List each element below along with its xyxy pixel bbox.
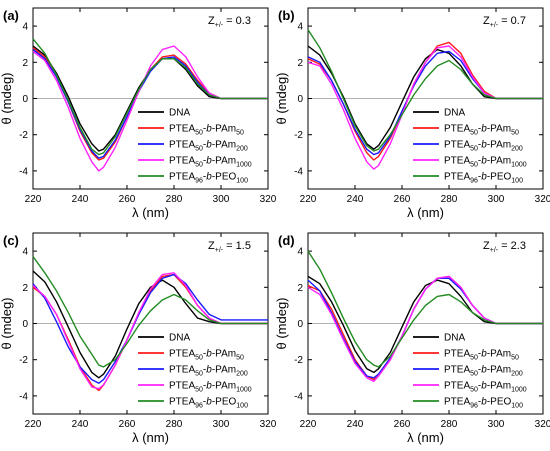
charge-ratio-label: Z+/- = 1.5	[208, 240, 251, 254]
y-tick-label: 4	[22, 22, 28, 33]
y-tick-label: -4	[294, 166, 303, 177]
legend-label: DNA	[444, 333, 465, 344]
legend-label: PTEA96-b-PEO100	[444, 172, 523, 185]
legend-label: PTEA50-b-PAm200	[444, 365, 523, 378]
legend-label: PTEA50-b-PAm1000	[444, 381, 527, 394]
chart-panel-b: 220 240 260 280 300 320 -4 -2 0 2 4 λ (nm) θ (mdeg) (…	[274, 7, 550, 220]
chart-panel-c: 220 240 260 280 300 320 -4 -2 0 2 4 λ (nm) θ (mdeg) (…	[0, 232, 277, 445]
x-axis-title: λ (nm)	[407, 205, 444, 220]
charge-ratio-label: Z+/- = 0.7	[483, 15, 526, 29]
panel-letter: (b)	[278, 8, 295, 23]
x-tick-label: 260	[394, 194, 411, 205]
x-axis-title: λ (nm)	[132, 430, 169, 445]
series-line-4	[307, 250, 543, 368]
x-tick-label: 320	[260, 419, 277, 430]
x-tick-label: 220	[300, 194, 317, 205]
x-tick-label: 320	[535, 194, 550, 205]
y-tick-label: -2	[19, 130, 28, 141]
legend-label: PTEA50-b-PAm200	[169, 365, 248, 378]
x-tick-label: 300	[488, 419, 505, 430]
y-tick-label: 0	[297, 94, 303, 105]
x-tick-label: 300	[213, 419, 230, 430]
legend-label: DNA	[169, 108, 190, 119]
x-axis-title: λ (nm)	[132, 205, 169, 220]
charge-ratio-label: Z+/- = 2.3	[483, 240, 526, 254]
x-tick-label: 300	[488, 194, 505, 205]
x-tick-label: 280	[441, 194, 458, 205]
series-line-4	[32, 256, 268, 368]
y-tick-label: 0	[22, 94, 28, 105]
x-tick-label: 280	[166, 419, 183, 430]
legend-label: PTEA96-b-PEO100	[444, 397, 523, 410]
y-tick-label: 2	[297, 283, 303, 294]
x-tick-label: 220	[25, 419, 42, 430]
legend-label: PTEA50-b-PAm200	[169, 140, 248, 153]
legend-label: PTEA50-b-PAm50	[444, 349, 519, 362]
y-tick-label: -4	[19, 166, 28, 177]
y-axis-title: θ (mdeg)	[274, 72, 289, 124]
legend-label: PTEA50-b-PAm1000	[169, 156, 252, 169]
x-tick-label: 320	[535, 419, 550, 430]
panel-letter: (c)	[3, 233, 19, 248]
x-tick-label: 220	[300, 419, 317, 430]
series-line-2	[307, 277, 543, 379]
legend-label: PTEA96-b-PEO100	[169, 172, 248, 185]
chart-panel-a: 220 240 260 280 300 320 -4 -2 0 2 4 λ (nm) θ (mdeg) (…	[0, 7, 277, 220]
chart-panel-d: 220 240 260 280 300 320 -4 -2 0 2 4 λ (nm) θ (mdeg) (…	[274, 232, 550, 445]
y-tick-label: 0	[22, 319, 28, 330]
x-tick-label: 240	[347, 419, 364, 430]
series-line-0	[32, 270, 268, 379]
y-tick-label: -2	[294, 130, 303, 141]
y-tick-label: 0	[297, 319, 303, 330]
x-tick-label: 260	[119, 419, 136, 430]
series-line-3	[307, 45, 543, 170]
legend-label: DNA	[444, 108, 465, 119]
x-tick-label: 260	[119, 194, 136, 205]
y-tick-label: -4	[19, 391, 28, 402]
y-axis-title: θ (mdeg)	[0, 72, 14, 124]
y-tick-label: 2	[22, 58, 28, 69]
legend-label: PTEA50-b-PAm1000	[444, 156, 527, 169]
series-line-3	[32, 45, 268, 172]
x-tick-label: 280	[441, 419, 458, 430]
y-tick-label: -2	[294, 355, 303, 366]
x-tick-label: 280	[166, 194, 183, 205]
legend-label: PTEA50-b-PAm200	[444, 140, 523, 153]
series-line-4	[32, 38, 268, 156]
x-tick-label: 240	[347, 194, 364, 205]
y-tick-label: 4	[22, 247, 28, 258]
legend-label: PTEA50-b-PAm50	[169, 349, 244, 362]
y-tick-label: -4	[294, 391, 303, 402]
x-tick-label: 220	[25, 194, 42, 205]
x-tick-label: 240	[72, 194, 89, 205]
y-tick-label: -2	[19, 355, 28, 366]
y-tick-label: 4	[297, 247, 303, 258]
panel-letter: (a)	[3, 8, 19, 23]
series-line-4	[307, 29, 543, 152]
y-axis-title: θ (mdeg)	[0, 297, 14, 349]
x-tick-label: 300	[213, 194, 230, 205]
legend-label: PTEA96-b-PEO100	[169, 397, 248, 410]
x-axis-title: λ (nm)	[407, 430, 444, 445]
y-tick-label: 2	[297, 58, 303, 69]
legend-label: PTEA50-b-PAm1000	[169, 381, 252, 394]
x-tick-label: 240	[72, 419, 89, 430]
legend-label: PTEA50-b-PAm50	[169, 124, 244, 137]
y-tick-label: 2	[22, 283, 28, 294]
x-tick-label: 320	[260, 194, 277, 205]
y-axis-title: θ (mdeg)	[274, 297, 289, 349]
y-tick-label: 4	[297, 22, 303, 33]
legend-label: PTEA50-b-PAm50	[444, 124, 519, 137]
legend-label: DNA	[169, 333, 190, 344]
panel-letter: (d)	[278, 233, 295, 248]
charge-ratio-label: Z+/- = 0.3	[208, 15, 251, 29]
x-tick-label: 260	[394, 419, 411, 430]
